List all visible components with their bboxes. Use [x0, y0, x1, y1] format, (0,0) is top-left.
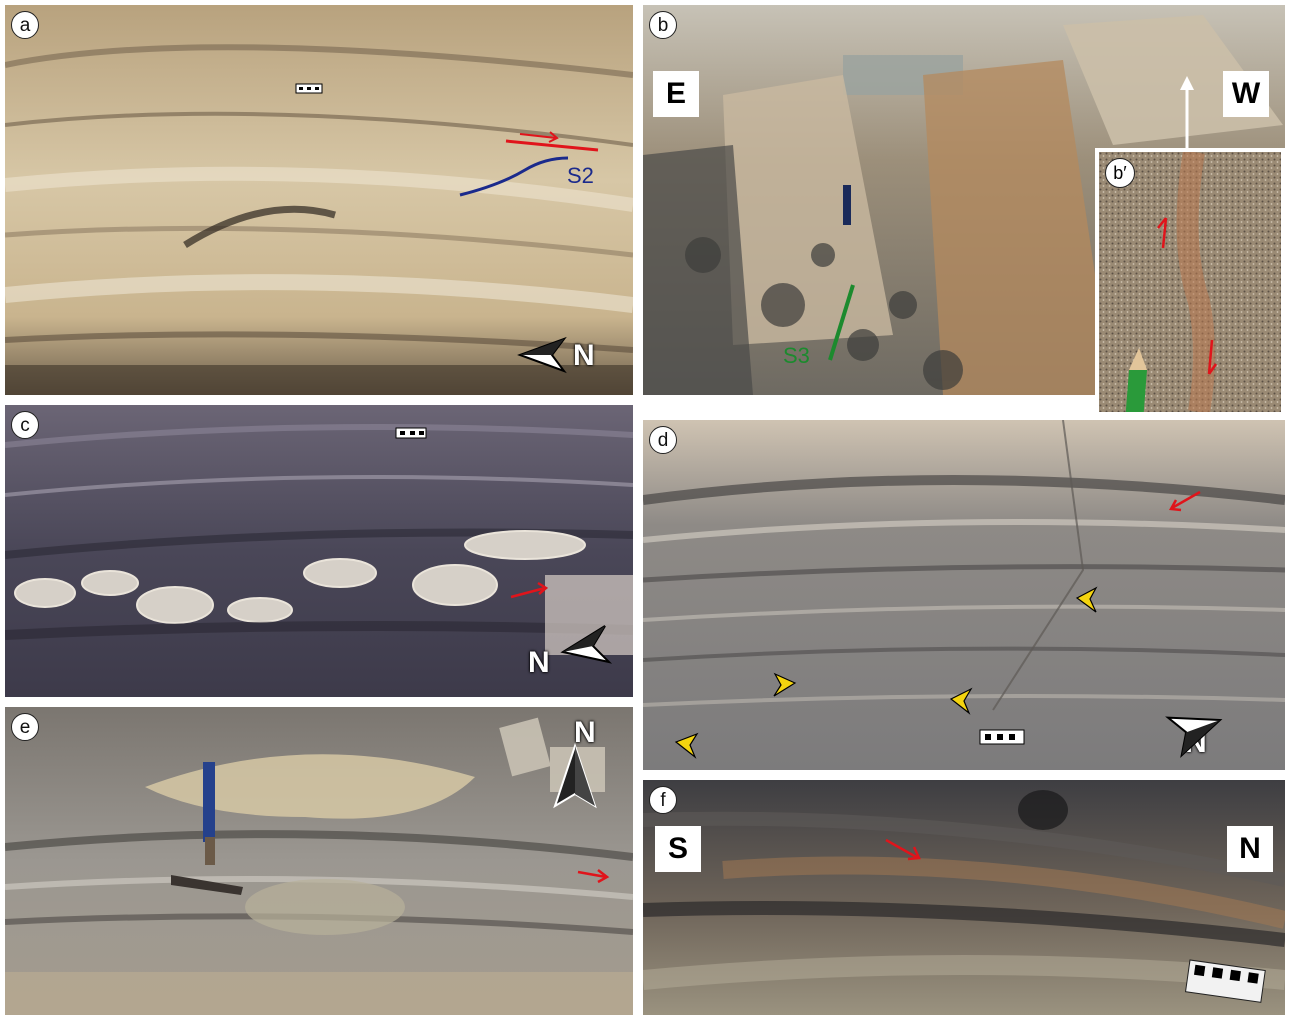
panel-f-north-label: N: [1227, 826, 1273, 872]
panel-c-north-label: N: [528, 646, 550, 679]
panel-b-inset-label: b′: [1105, 158, 1135, 188]
panel-e-photo: e N: [5, 707, 633, 1015]
panel-a-north-label: N: [573, 339, 595, 372]
panel-e-north-label: N: [574, 716, 596, 749]
panel-c-photo: c N: [5, 405, 633, 697]
panel-f-label: f: [649, 786, 677, 814]
outcrop-photo-f: [643, 780, 1285, 1015]
panel-e-label: e: [11, 713, 39, 741]
panel-b-inset: b′: [1095, 148, 1285, 416]
panel-b-west-label: W: [1223, 71, 1269, 117]
panel-a-label: a: [11, 11, 39, 39]
pencil-icon: [1125, 348, 1147, 412]
panel-d-north-label: N: [1185, 726, 1207, 759]
panel-d-label: d: [649, 426, 677, 454]
outcrop-photo-d: [643, 420, 1285, 770]
inset-photo: [1099, 152, 1281, 412]
s2-label: S2: [567, 163, 594, 188]
panel-f-photo: f S N: [643, 780, 1285, 1015]
outcrop-photo-e: [5, 707, 633, 1015]
panel-d-photo: d N: [643, 420, 1285, 770]
panel-a-photo: a S2 N: [5, 5, 633, 395]
panel-c-label: c: [11, 411, 39, 439]
panel-b-east-label: E: [653, 71, 699, 117]
panel-f-south-label: S: [655, 826, 701, 872]
outcrop-photo-a: [5, 5, 633, 395]
s3-label: S3: [783, 343, 810, 368]
hammer-icon: [171, 762, 243, 895]
panel-b-label: b: [649, 11, 677, 39]
outcrop-photo-c: [5, 405, 633, 697]
